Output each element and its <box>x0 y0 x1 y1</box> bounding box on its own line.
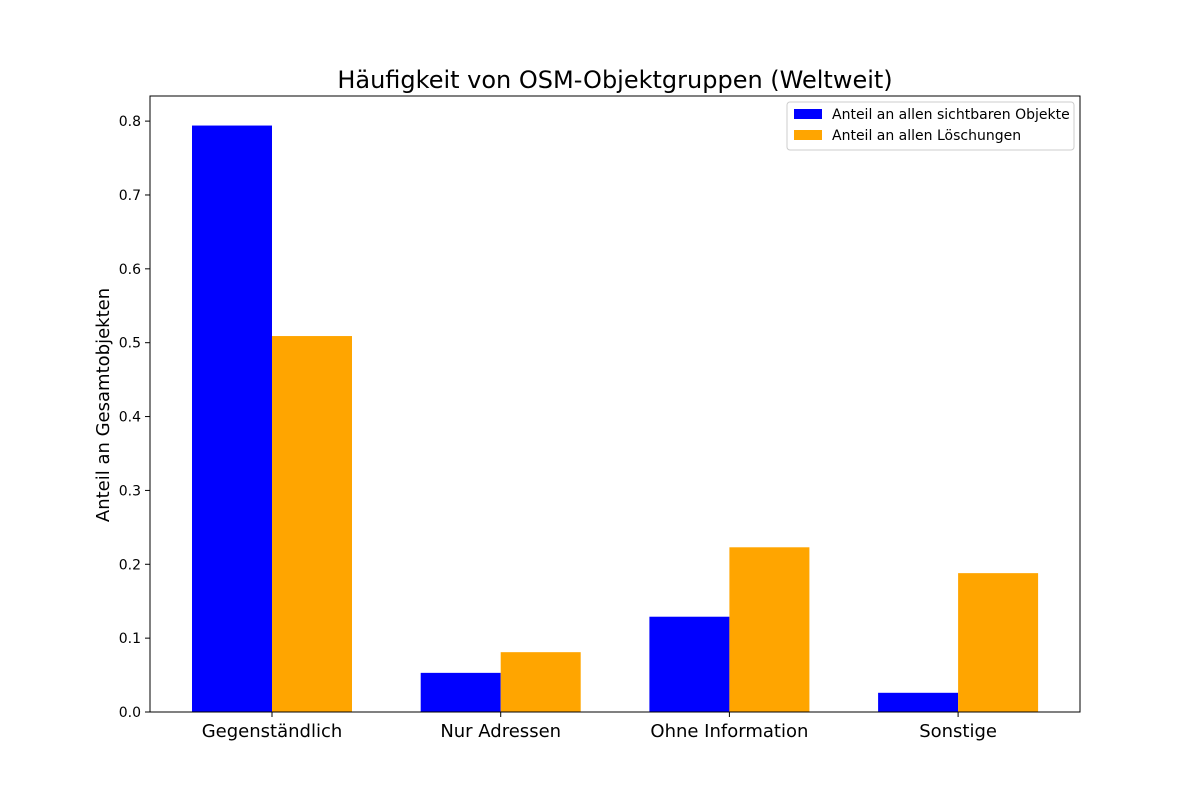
y-tick-label: 0.3 <box>119 483 141 499</box>
bar-visible-0 <box>192 125 272 712</box>
y-tick-label: 0.7 <box>119 188 141 204</box>
y-axis-label: Anteil an Gesamtobjekten <box>93 288 114 522</box>
y-tick-label: 0.2 <box>119 557 141 573</box>
x-axis-ticks: Gegenständlich Nur Adressen Ohne Informati… <box>202 712 997 742</box>
x-tick-label: Ohne Information <box>650 721 808 742</box>
bar-visible-1 <box>420 672 501 712</box>
y-tick-label: 0.6 <box>119 262 141 278</box>
bars-layer <box>192 125 1039 712</box>
legend-swatch <box>794 130 822 140</box>
chart-title: Häufigkeit von OSM-Objektgruppen (Weltwe… <box>337 66 892 94</box>
y-axis-ticks: 0.0 0.1 0.2 0.3 0.4 0.5 0.6 0.7 0.8 <box>119 114 150 721</box>
y-tick-label: 0.5 <box>119 336 141 352</box>
legend: Anteil an allen sichtbaren Objekte Anteil… <box>786 101 1075 151</box>
y-tick-label: 0.8 <box>119 114 141 130</box>
x-tick-label: Gegenständlich <box>202 721 343 742</box>
x-tick-label: Nur Adressen <box>440 721 561 742</box>
x-tick-label: Sonstige <box>919 721 997 742</box>
y-tick-label: 0.1 <box>119 631 141 647</box>
legend-label: Anteil an allen sichtbaren Objekte <box>832 107 1070 123</box>
legend-swatch <box>794 109 822 119</box>
bar-visible-3 <box>878 692 959 712</box>
bar-deletions-1 <box>500 652 581 712</box>
plot-frame <box>149 95 1081 713</box>
legend-label: Anteil an allen Löschungen <box>832 128 1021 144</box>
y-tick-label: 0.0 <box>119 705 141 721</box>
bar-deletions-3 <box>958 573 1039 712</box>
legend-frame <box>786 101 1075 151</box>
bar-deletions-0 <box>272 336 352 712</box>
bar-deletions-2 <box>729 547 810 712</box>
y-tick-label: 0.4 <box>119 410 141 426</box>
bar-visible-2 <box>649 616 730 712</box>
